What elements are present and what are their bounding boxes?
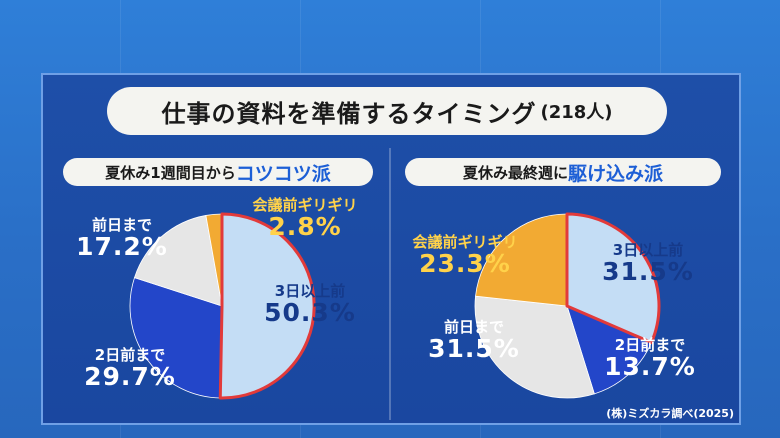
right-label-three-days: 3日以上前 31.5% (588, 241, 708, 286)
panel-divider (389, 148, 391, 420)
pie-left (129, 212, 316, 400)
right-label-day-before: 前日まで 31.5% (414, 318, 534, 363)
right-pie-slice-day-before (474, 295, 595, 399)
right-subtitle-prefix: 夏休み最終週に (462, 163, 568, 182)
right-subtitle-highlight: 駆け込み派 (568, 162, 664, 185)
left-label-two-days-pct: 29.7% (84, 361, 176, 391)
left-subtitle-prefix: 夏休み1週間目から (105, 163, 236, 182)
right-pie-slice-last-minute (475, 213, 568, 307)
left-label-day-before-pct: 17.2% (76, 231, 168, 261)
left-pie-highlight-outline (218, 212, 316, 400)
right-pie-highlight-outline (565, 212, 661, 345)
left-label-two-days-name: 2日前まで (94, 346, 166, 364)
left-pie-slice-day-before (133, 214, 223, 307)
pie-right (474, 212, 661, 399)
left-label-three-days-pct: 50.3% (264, 297, 356, 327)
chart-title-box: 仕事の資料を準備するタイミング (218人) (107, 87, 667, 135)
left-pie-slice-two-days (129, 277, 223, 399)
left-label-last-minute-name: 会議前ギリギリ (252, 196, 358, 214)
left-label-last-minute-pct: 2.8% (268, 211, 342, 241)
right-label-last-minute-name: 会議前ギリギリ (412, 233, 518, 251)
right-subtitle: 夏休み最終週に 駆け込み派 (405, 158, 721, 186)
right-label-last-minute-pct: 23.3% (419, 248, 511, 278)
chart-title: 仕事の資料を準備するタイミング (161, 99, 537, 128)
right-label-two-days-pct: 13.7% (604, 351, 696, 381)
left-label-day-before-name: 前日まで (91, 216, 152, 234)
right-label-day-before-pct: 31.5% (428, 333, 520, 363)
chart-title-count: (218人) (540, 102, 613, 123)
right-label-last-minute: 会議前ギリギリ 23.3% (400, 233, 530, 278)
left-label-three-days: 3日以上前 50.3% (250, 282, 370, 327)
right-label-two-days: 2日前まで 13.7% (590, 336, 710, 381)
right-label-two-days-name: 2日前まで (614, 336, 686, 354)
right-pie-slice-two-days (566, 305, 652, 395)
source-note: (株)ミズカラ調べ(2025) (606, 407, 734, 420)
left-subtitle-highlight: コツコツ派 (235, 162, 331, 185)
left-label-two-days: 2日前まで 29.7% (70, 346, 190, 391)
left-subtitle: 夏休み1週間目から コツコツ派 (63, 158, 373, 186)
left-label-three-days-name: 3日以上前 (274, 282, 346, 300)
left-label-day-before: 前日まで 17.2% (62, 216, 182, 261)
left-label-last-minute: 会議前ギリギリ 2.8% (240, 196, 370, 241)
right-label-day-before-name: 前日まで (443, 318, 504, 336)
right-label-three-days-name: 3日以上前 (612, 241, 684, 259)
right-label-three-days-pct: 31.5% (602, 256, 694, 286)
